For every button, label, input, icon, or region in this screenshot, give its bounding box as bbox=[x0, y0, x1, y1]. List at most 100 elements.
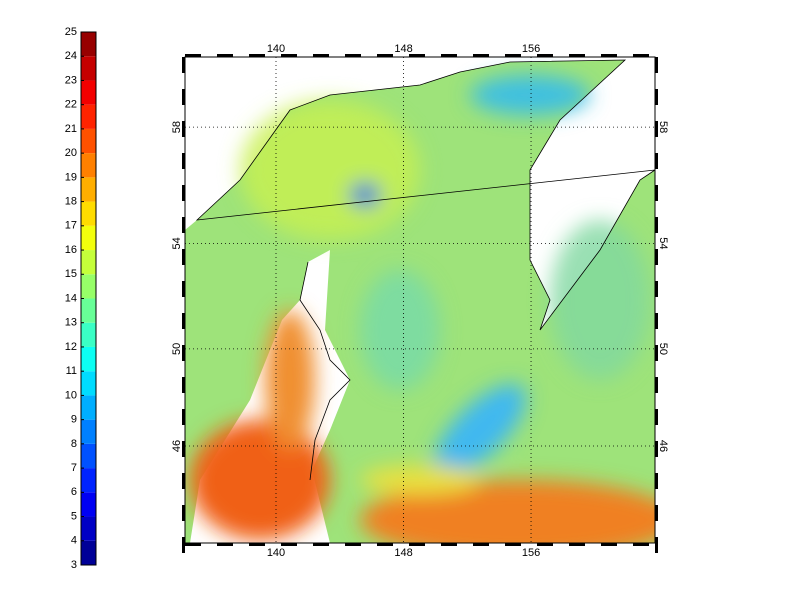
lon-label-bottom: 156 bbox=[522, 547, 540, 559]
colorbar-segment bbox=[81, 201, 96, 226]
frame-bar bbox=[182, 57, 185, 73]
colorbar-label: 20 bbox=[65, 147, 77, 159]
lat-label-right: 58 bbox=[657, 121, 669, 133]
colorbar-label: 7 bbox=[71, 462, 77, 474]
colorbar-label: 3 bbox=[71, 559, 77, 571]
colorbar-label: 6 bbox=[71, 486, 77, 498]
colorbar-segment bbox=[81, 492, 96, 517]
lat-label-left: 50 bbox=[171, 343, 183, 355]
colorbar-segment bbox=[81, 80, 96, 105]
frame-bar bbox=[182, 217, 185, 233]
lat-label-right: 46 bbox=[657, 440, 669, 452]
frame-bar bbox=[409, 543, 425, 546]
colorbar-frame bbox=[80, 31, 97, 566]
colorbar-segment bbox=[81, 395, 96, 420]
colorbar-label: 4 bbox=[71, 535, 77, 547]
colorbar-segment bbox=[81, 419, 96, 444]
frame-bar bbox=[655, 217, 658, 233]
colorbar-label: 11 bbox=[66, 365, 77, 377]
frame-bar bbox=[281, 54, 297, 57]
frame-bar bbox=[655, 409, 658, 425]
colorbar-label: 19 bbox=[65, 171, 77, 183]
frame-bar bbox=[182, 441, 185, 457]
colorbar-label: 22 bbox=[65, 99, 77, 111]
colorbar-label: 14 bbox=[65, 292, 77, 304]
colorbar-segment bbox=[81, 346, 96, 372]
frame-bar bbox=[655, 249, 658, 265]
frame-bar bbox=[441, 543, 457, 546]
frame-bar bbox=[655, 537, 658, 553]
map-field bbox=[185, 59, 655, 543]
frame-bar bbox=[537, 543, 553, 546]
frame-bar bbox=[182, 473, 185, 489]
colorbar-label: 24 bbox=[65, 50, 77, 62]
frame-bar bbox=[569, 54, 585, 57]
land-outline bbox=[195, 59, 655, 331]
colorbar-segment bbox=[81, 516, 96, 541]
colorbar-label: 18 bbox=[65, 195, 77, 207]
frame-bar bbox=[569, 543, 585, 546]
frame-bar bbox=[655, 441, 658, 457]
frame-bar bbox=[217, 543, 233, 546]
lat-label-right: 54 bbox=[657, 237, 669, 249]
colorbar-label: 23 bbox=[65, 74, 77, 86]
frame-bar bbox=[655, 185, 658, 201]
frame-bar bbox=[655, 313, 658, 329]
frame-bar bbox=[182, 345, 185, 361]
colorbar-segment bbox=[81, 540, 96, 565]
frame-bar bbox=[182, 537, 185, 553]
frame-bar bbox=[313, 543, 329, 546]
frame-bar bbox=[601, 543, 617, 546]
lon-label-top: 140 bbox=[267, 43, 285, 55]
colorbar-segment bbox=[81, 56, 96, 81]
frame-bar bbox=[185, 543, 201, 546]
lon-label-bottom: 148 bbox=[394, 547, 412, 559]
colorbar-segment bbox=[81, 468, 96, 493]
frame-bar bbox=[655, 57, 658, 73]
frame-bar bbox=[185, 54, 201, 57]
frame-bar bbox=[182, 89, 185, 105]
frame-bar bbox=[655, 281, 658, 297]
lon-label-top: 156 bbox=[522, 43, 540, 55]
frame-bar bbox=[537, 54, 553, 57]
colorbar-label: 9 bbox=[71, 414, 77, 426]
colorbar-label: 12 bbox=[65, 341, 77, 353]
lat-label-left: 58 bbox=[171, 121, 183, 133]
frame-bar bbox=[655, 377, 658, 393]
colorbar-label: 15 bbox=[65, 268, 77, 280]
frame-bar bbox=[377, 543, 393, 546]
colorbar-label: 10 bbox=[65, 389, 77, 401]
frame-bar bbox=[377, 54, 393, 57]
frame-bar bbox=[182, 185, 185, 201]
frame-bar bbox=[345, 543, 361, 546]
lat-label-left: 46 bbox=[171, 440, 183, 452]
colorbar-segment bbox=[81, 104, 96, 129]
colorbar: 3 4 5 6 7 8 9 10 11 12 13 14 15 16 17 18 19 20 21 22 23 24 25 bbox=[65, 26, 97, 571]
frame-bar bbox=[633, 54, 649, 57]
sakhalin-outline bbox=[299, 261, 351, 481]
frame-bar bbox=[655, 473, 658, 489]
frame-bar bbox=[182, 249, 185, 265]
frame-bar bbox=[441, 54, 457, 57]
colorbar-label: 25 bbox=[65, 26, 77, 38]
lon-label-top: 148 bbox=[394, 43, 412, 55]
frame-bar bbox=[249, 543, 265, 546]
frame-bar bbox=[182, 409, 185, 425]
colorbar-segment bbox=[81, 250, 96, 275]
frame-bar bbox=[182, 377, 185, 393]
colorbar-label: 17 bbox=[65, 220, 77, 232]
colorbar-segment bbox=[81, 225, 96, 251]
frame-bar bbox=[505, 54, 521, 57]
frame-bar bbox=[473, 54, 489, 57]
frame-bar bbox=[655, 121, 658, 137]
frame-bar bbox=[655, 505, 658, 521]
frame-bar bbox=[182, 281, 185, 297]
frame-bar bbox=[281, 543, 297, 546]
frame-bar bbox=[182, 313, 185, 329]
colorbar-label: 13 bbox=[65, 317, 77, 329]
frame-bar bbox=[345, 54, 361, 57]
colorbar-segment bbox=[81, 322, 96, 347]
frame-bar bbox=[655, 153, 658, 169]
colorbar-label: 21 bbox=[65, 123, 77, 135]
map-ticks: 140 140 148 148 156 156 58 58 54 54 50 50 46 46 bbox=[171, 43, 669, 559]
